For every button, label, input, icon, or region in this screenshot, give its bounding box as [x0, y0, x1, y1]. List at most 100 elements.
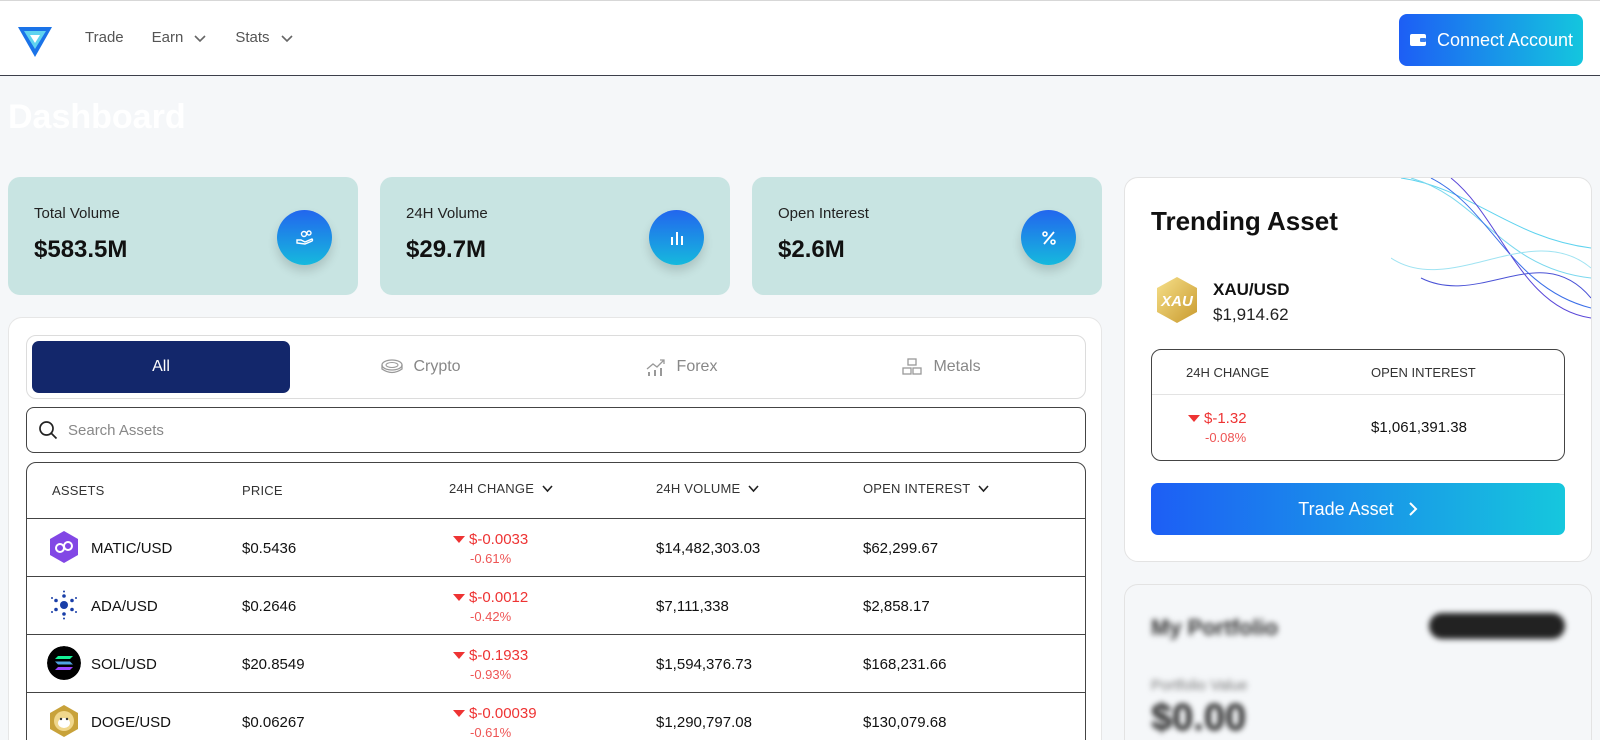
nav-stats-label: Stats: [235, 29, 270, 46]
trending-pair: XAU/USD: [1213, 280, 1290, 299]
nav-trade[interactable]: Trade: [85, 29, 124, 46]
divider: [1152, 394, 1564, 395]
chevron-down-icon: [748, 484, 759, 492]
nav-earn-label: Earn: [151, 29, 184, 46]
table-row[interactable]: SOL/USD $20.8549 $-0.1933 -0.93% $1,594,…: [27, 635, 1085, 693]
app-logo-icon[interactable]: [16, 21, 54, 59]
percent-icon: [1041, 230, 1056, 245]
header-open-interest[interactable]: OPEN INTEREST: [863, 481, 989, 496]
stat-value: $2.6M: [778, 236, 845, 263]
gold-bars-icon: [902, 358, 923, 375]
bar-chart-icon: [670, 231, 683, 245]
change-amount: $-0.0033: [453, 531, 528, 548]
search-icon: [39, 421, 58, 440]
asset-volume: $7,111,338: [656, 598, 729, 615]
change-amount: $-1.32: [1188, 410, 1247, 427]
top-navigation-bar: Trade Earn Stats Connect Account: [0, 0, 1600, 76]
table-row[interactable]: MATIC/USD $0.5436 $-0.0033 -0.61% $14,48…: [27, 519, 1085, 577]
header-24h-change[interactable]: 24H CHANGE: [449, 481, 553, 496]
stat-card-total-volume: Total Volume $583.5M: [8, 177, 358, 295]
asset-open-interest: $130,079.68: [863, 714, 947, 731]
tab-all-label: All: [152, 358, 170, 375]
tab-metals-label: Metals: [933, 358, 981, 375]
stat-icon-badge: [649, 210, 704, 265]
table-row[interactable]: ADA/USD $0.2646 $-0.0012 -0.42% $7,111,3…: [27, 577, 1085, 635]
change-amount: $-0.1933: [453, 647, 528, 664]
coins-icon: [381, 359, 404, 374]
header-assets-label: ASSETS: [52, 483, 105, 498]
decorative-wave-graphic: [1391, 178, 1591, 319]
stat-value: $583.5M: [34, 236, 128, 263]
stat-label: Open Interest: [778, 205, 869, 222]
gold-coin-badge-text: XAU: [1160, 293, 1194, 310]
header-24h-change-label: 24H CHANGE: [449, 481, 535, 496]
asset-volume: $1,290,797.08: [656, 714, 752, 731]
chevron-down-icon: [280, 34, 293, 42]
trade-asset-button[interactable]: Trade Asset: [1151, 483, 1565, 535]
change-amount: $-0.00039: [453, 705, 537, 722]
hand-coins-icon: [295, 229, 313, 245]
stat-card-open-interest: Open Interest $2.6M: [752, 177, 1102, 295]
stat-label: 24H Volume: [406, 205, 488, 222]
asset-change: $-0.1933 -0.93%: [453, 647, 528, 682]
asset-open-interest: $2,858.17: [863, 598, 930, 615]
stat-card-24h-volume: 24H Volume $29.7M: [380, 177, 730, 295]
header-assets: ASSETS: [52, 483, 105, 498]
matic-coin-icon: [50, 531, 78, 563]
portfolio-action-pill[interactable]: [1429, 613, 1565, 639]
stat-icon-badge: [1021, 210, 1076, 265]
doge-coin-icon: [50, 705, 78, 737]
portfolio-value-label: Portfolio Value: [1151, 677, 1248, 694]
tab-forex[interactable]: Forex: [552, 341, 810, 393]
table-header: ASSETS PRICE 24H CHANGE 24H VOLUME OPEN …: [27, 463, 1085, 519]
asset-change: $-0.0033 -0.61%: [453, 531, 528, 566]
trade-asset-label: Trade Asset: [1298, 498, 1394, 519]
header-24h-volume[interactable]: 24H VOLUME: [656, 481, 759, 496]
asset-price: $20.8549: [242, 656, 305, 673]
cardano-coin-icon: [48, 589, 80, 621]
asset-price: $0.2646: [242, 598, 297, 615]
asset-name: MATIC/USD: [91, 540, 173, 557]
tab-forex-label: Forex: [676, 358, 718, 375]
tab-crypto[interactable]: Crypto: [292, 341, 550, 393]
header-price: PRICE: [242, 483, 283, 498]
nav-earn[interactable]: Earn: [152, 29, 208, 46]
table-row[interactable]: DOGE/USD $0.06267 $-0.00039 -0.61% $1,29…: [27, 693, 1085, 740]
asset-change: $-0.00039 -0.61%: [453, 705, 537, 740]
nav-trade-label: Trade: [85, 29, 124, 46]
portfolio-card: My Portfolio Portfolio Value $0.00: [1124, 584, 1592, 740]
trending-change-header: 24H CHANGE: [1186, 365, 1270, 380]
assets-panel: All Crypto Forex: [8, 317, 1102, 740]
stat-icon-badge: [277, 210, 332, 265]
trending-price: $1,914.62: [1213, 305, 1289, 324]
gold-coin-icon: XAU: [1157, 277, 1197, 323]
trending-open-interest: $1,061,391.38: [1371, 419, 1467, 436]
asset-name: SOL/USD: [91, 656, 157, 673]
tab-all[interactable]: All: [32, 341, 290, 393]
chevron-right-icon: [1408, 502, 1418, 516]
trend-chart-icon: [646, 359, 665, 376]
trending-oi-header: OPEN INTEREST: [1371, 365, 1476, 380]
change-percent: -0.93%: [470, 667, 512, 682]
header-24h-volume-label: 24H VOLUME: [656, 481, 741, 496]
change-amount: $-0.0012: [453, 589, 528, 606]
asset-change: $-0.0012 -0.42%: [453, 589, 528, 624]
change-percent: -0.08%: [1205, 430, 1247, 445]
page-title: Dashboard: [8, 98, 186, 136]
asset-name: DOGE/USD: [91, 714, 172, 731]
chevron-down-icon: [194, 34, 206, 42]
nav-stats[interactable]: Stats: [235, 29, 293, 46]
asset-price: $0.06267: [242, 714, 305, 731]
asset-volume: $1,594,376.73: [656, 656, 752, 673]
tab-crypto-label: Crypto: [413, 358, 461, 375]
portfolio-title: My Portfolio: [1151, 615, 1279, 640]
trending-asset-card: Trending Asset XAU XAU/USD $1,914.62 24H…: [1124, 177, 1592, 562]
connect-account-button[interactable]: Connect Account: [1399, 14, 1583, 66]
asset-category-tabs: All Crypto Forex: [26, 335, 1086, 399]
change-percent: -0.42%: [470, 609, 512, 624]
portfolio-value: $0.00: [1151, 697, 1247, 739]
main-nav: Trade Earn Stats: [85, 29, 322, 46]
change-percent: -0.61%: [470, 725, 512, 740]
search-input[interactable]: [68, 421, 1018, 439]
tab-metals[interactable]: Metals: [812, 341, 1070, 393]
